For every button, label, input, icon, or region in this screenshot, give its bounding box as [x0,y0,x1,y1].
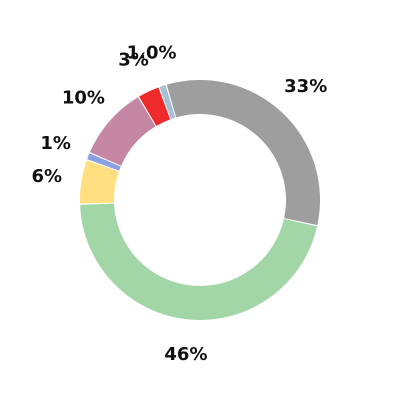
slice-label-5: 10% [62,87,105,108]
donut-slice-0 [159,85,176,120]
donut-slice-2 [80,203,318,321]
donut-slices [80,80,320,321]
slice-label-4: 1% [40,133,71,154]
donut-slice-6 [139,87,171,126]
slice-label-1: 33% [284,76,327,97]
donut-slice-1 [166,80,320,226]
slice-label-3: 6% [32,166,63,187]
slice-labels: 1.0% 33% 46% 6% 1% 10% 3% [32,42,328,365]
donut-slice-4 [87,153,121,171]
slice-label-2: 46% [164,344,207,365]
slice-label-0: 1.0% [127,42,177,63]
donut-slice-3 [80,160,119,204]
slice-label-6: 3% [118,49,149,70]
donut-slice-5 [89,97,156,166]
